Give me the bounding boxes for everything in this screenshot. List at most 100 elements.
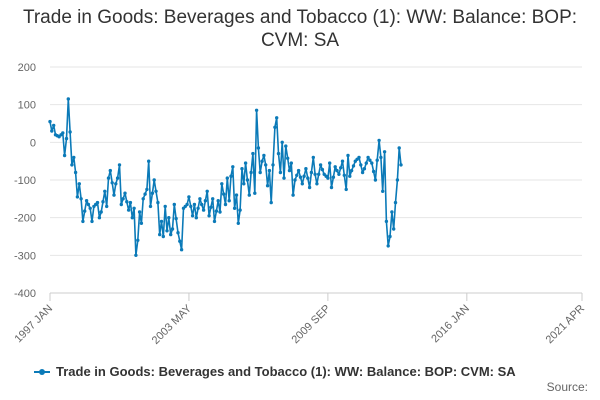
data-point[interactable] xyxy=(331,175,336,179)
data-point[interactable] xyxy=(368,158,372,162)
data-point[interactable] xyxy=(306,176,310,180)
data-point[interactable] xyxy=(340,159,345,163)
data-point[interactable] xyxy=(187,195,191,199)
data-point[interactable] xyxy=(68,130,72,134)
data-point[interactable] xyxy=(73,170,78,175)
data-point[interactable] xyxy=(291,193,295,197)
data-point[interactable] xyxy=(203,199,208,203)
data-point[interactable] xyxy=(126,208,131,212)
data-point[interactable] xyxy=(101,200,105,204)
data-point[interactable] xyxy=(211,197,215,201)
data-point[interactable] xyxy=(240,167,244,171)
data-point[interactable] xyxy=(311,155,315,160)
data-point[interactable] xyxy=(103,189,107,193)
data-point[interactable] xyxy=(318,163,323,167)
data-point[interactable] xyxy=(357,155,361,160)
data-point[interactable] xyxy=(137,210,142,214)
data-point[interactable] xyxy=(214,209,219,213)
data-point[interactable] xyxy=(295,173,299,177)
data-point[interactable] xyxy=(136,238,140,242)
data-point[interactable] xyxy=(275,116,279,120)
data-point[interactable] xyxy=(117,163,122,167)
data-point[interactable] xyxy=(141,197,145,201)
data-point[interactable] xyxy=(201,208,206,212)
data-point[interactable] xyxy=(328,161,332,165)
data-point[interactable] xyxy=(390,210,394,214)
data-point[interactable] xyxy=(179,248,184,252)
data-point[interactable] xyxy=(236,221,240,225)
data-point[interactable] xyxy=(254,108,259,113)
data-point[interactable] xyxy=(302,174,306,178)
data-point[interactable] xyxy=(359,163,363,167)
data-point[interactable] xyxy=(282,176,286,180)
data-point[interactable] xyxy=(132,206,136,210)
data-point[interactable] xyxy=(304,167,308,171)
data-point[interactable] xyxy=(247,193,251,197)
data-point[interactable] xyxy=(395,178,400,182)
data-point[interactable] xyxy=(265,184,270,188)
data-point[interactable] xyxy=(287,168,292,173)
data-point[interactable] xyxy=(121,197,125,201)
data-point[interactable] xyxy=(253,191,257,195)
data-point[interactable] xyxy=(245,178,250,182)
data-point[interactable] xyxy=(90,219,94,224)
legend[interactable]: Trade in Goods: Beverages and Tobacco (1… xyxy=(34,364,516,379)
data-point[interactable] xyxy=(278,170,283,175)
data-point[interactable] xyxy=(289,161,293,165)
data-point[interactable] xyxy=(238,208,242,212)
data-point[interactable] xyxy=(344,187,348,192)
data-point[interactable] xyxy=(381,189,385,193)
data-point[interactable] xyxy=(48,119,52,124)
data-point[interactable] xyxy=(123,191,127,195)
data-point[interactable] xyxy=(112,193,116,197)
data-point[interactable] xyxy=(271,163,275,167)
data-point[interactable] xyxy=(84,199,89,203)
data-point[interactable] xyxy=(382,150,387,154)
data-point[interactable] xyxy=(379,155,383,160)
data-point[interactable] xyxy=(397,146,401,150)
data-point[interactable] xyxy=(209,205,213,209)
data-point[interactable] xyxy=(384,219,389,224)
data-point[interactable] xyxy=(286,156,290,160)
data-point[interactable] xyxy=(370,161,374,165)
data-point[interactable] xyxy=(269,200,273,205)
data-point[interactable] xyxy=(220,182,224,186)
data-point[interactable] xyxy=(377,138,381,143)
data-point[interactable] xyxy=(196,206,200,210)
data-point[interactable] xyxy=(170,227,175,231)
data-point[interactable] xyxy=(154,189,158,193)
data-point[interactable] xyxy=(108,168,113,173)
data-point[interactable] xyxy=(70,163,74,167)
data-point[interactable] xyxy=(64,136,69,141)
data-point[interactable] xyxy=(366,155,370,160)
data-point[interactable] xyxy=(371,169,376,174)
data-point[interactable] xyxy=(75,195,80,199)
data-point[interactable] xyxy=(88,206,92,210)
data-point[interactable] xyxy=(317,172,321,176)
data-point[interactable] xyxy=(388,234,392,239)
data-point[interactable] xyxy=(307,185,312,190)
data-point[interactable] xyxy=(251,151,255,156)
data-point[interactable] xyxy=(262,153,266,158)
data-point[interactable] xyxy=(280,140,284,144)
data-point[interactable] xyxy=(72,155,76,160)
data-point[interactable] xyxy=(119,202,124,207)
data-point[interactable] xyxy=(159,219,164,224)
data-point[interactable] xyxy=(260,159,264,163)
data-point[interactable] xyxy=(161,234,165,239)
data-point[interactable] xyxy=(320,167,325,172)
data-point[interactable] xyxy=(139,221,144,225)
data-point[interactable] xyxy=(223,202,228,207)
data-point[interactable] xyxy=(212,219,217,224)
data-point[interactable] xyxy=(152,178,156,182)
data-point[interactable] xyxy=(333,165,337,169)
data-point[interactable] xyxy=(258,170,262,175)
data-point[interactable] xyxy=(176,231,180,235)
data-point[interactable] xyxy=(339,166,343,170)
data-point[interactable] xyxy=(79,197,83,201)
data-point[interactable] xyxy=(264,163,268,167)
data-point[interactable] xyxy=(392,227,396,231)
data-point[interactable] xyxy=(393,200,398,205)
data-point[interactable] xyxy=(163,204,167,209)
data-point[interactable] xyxy=(205,189,209,193)
